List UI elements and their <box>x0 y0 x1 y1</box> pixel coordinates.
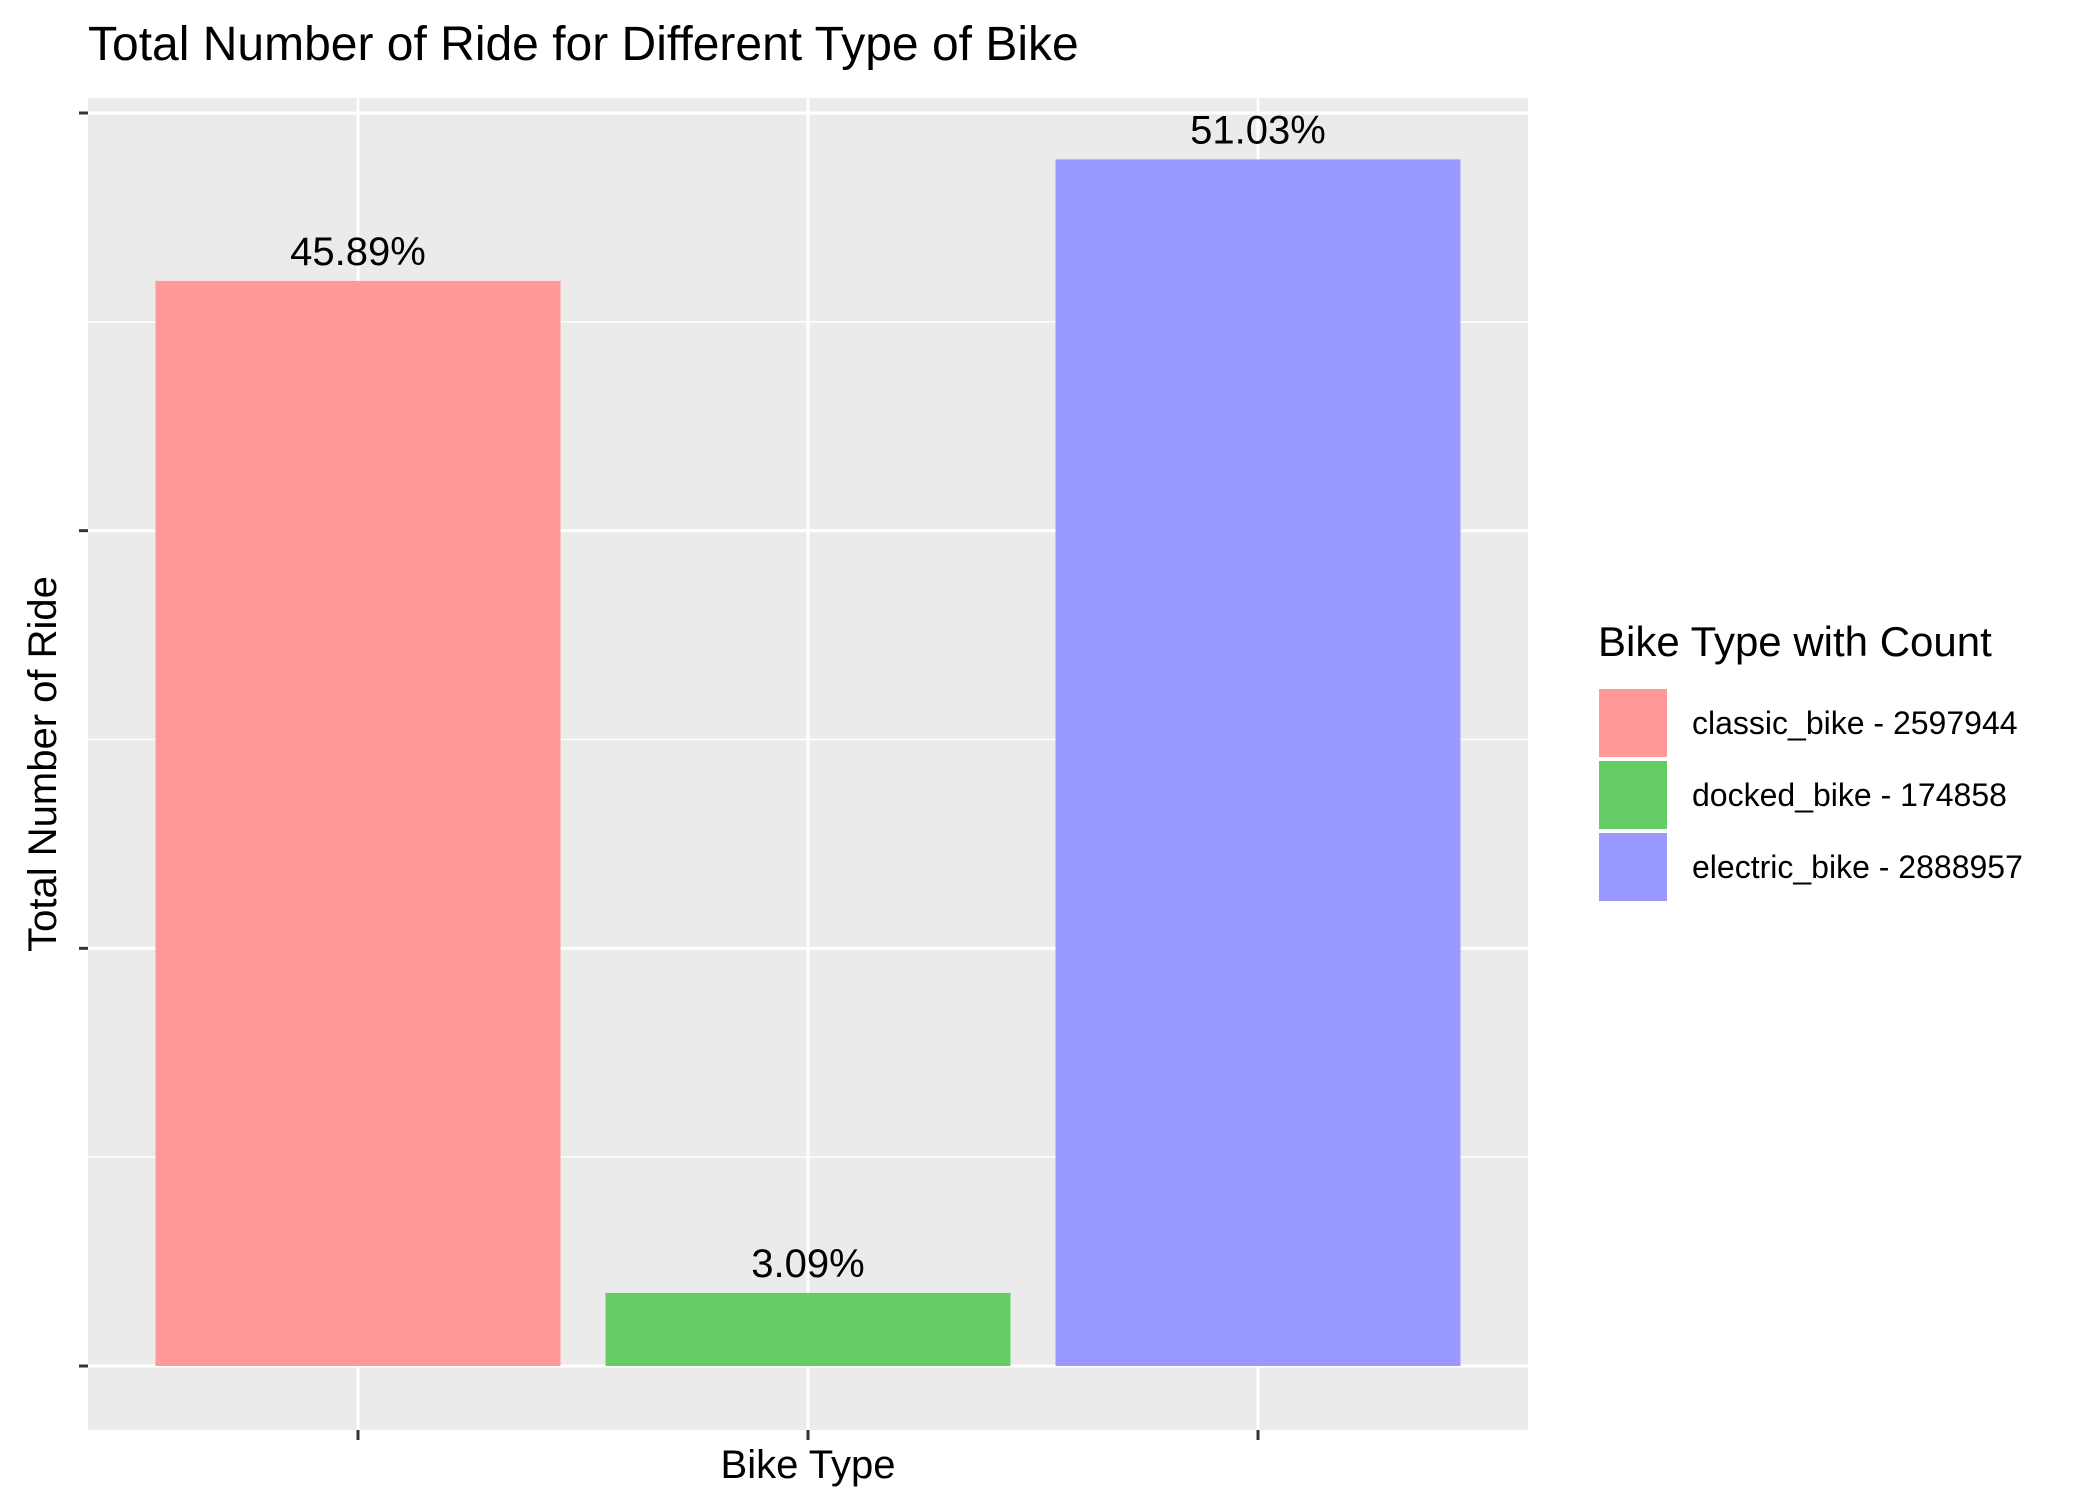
legend: Bike Type with Count classic_bike - 2597… <box>1597 618 2023 903</box>
x-axis-title: Bike Type <box>721 1443 896 1487</box>
bar-classic-bike <box>155 280 561 1366</box>
bar-electric-bike <box>1055 159 1461 1367</box>
legend-label: classic_bike - 2597944 <box>1692 705 2018 741</box>
chart-title: Total Number of Ride for Different Type … <box>88 18 1079 71</box>
data-labels: 45.89% 3.09% 51.03% <box>290 108 1326 1286</box>
legend-key <box>1597 687 1669 759</box>
legend-label: docked_bike - 174858 <box>1692 777 2007 813</box>
legend-entries: classic_bike - 2597944 docked_bike - 1748… <box>1597 687 2023 903</box>
bars <box>155 159 1461 1367</box>
data-label: 45.89% <box>290 230 426 274</box>
legend-label: electric_bike - 2888957 <box>1692 849 2023 885</box>
legend-title: Bike Type with Count <box>1598 618 1992 665</box>
legend-key <box>1597 759 1669 831</box>
bar-docked-bike <box>605 1292 1011 1366</box>
x-axis-ticks <box>356 1430 1260 1440</box>
y-axis-title: Total Number of Ride <box>21 576 65 952</box>
legend-key <box>1597 831 1669 903</box>
y-axis-ticks <box>79 111 88 1368</box>
data-label: 3.09% <box>751 1242 864 1286</box>
data-label: 51.03% <box>1190 108 1326 152</box>
